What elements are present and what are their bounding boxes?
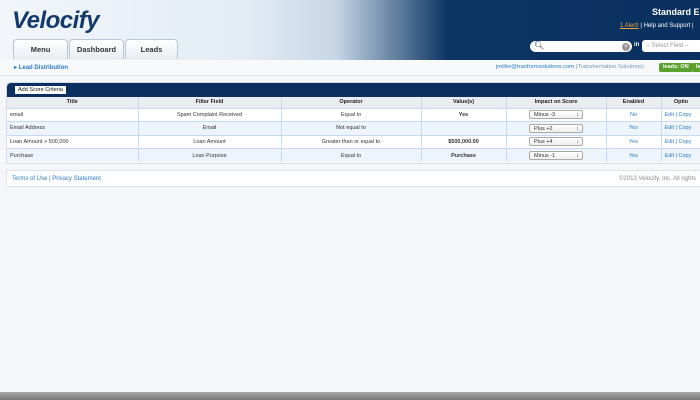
user-info: jmiller@tranformsolutions.com (Transform…	[496, 64, 644, 70]
title-cell: Purchase	[7, 148, 139, 162]
filter-field-cell: Email	[138, 121, 282, 135]
in-label: in	[634, 42, 640, 48]
value-cell: $500,000.00	[421, 134, 507, 149]
enabled-link[interactable]: Yes	[606, 121, 662, 135]
table-row: Purchase Loan Purpose Equal to Purchase …	[7, 148, 700, 162]
header-links: 1 Alert! | Help and Support |	[620, 23, 694, 29]
panel-toolbar: Add Score Criteria	[7, 83, 700, 97]
options-cell: Edit | Copy	[661, 107, 700, 122]
score-criteria-table: Title Filter Field Operator Value(s) Impact …	[7, 97, 700, 162]
updown-icon: ↕	[576, 139, 580, 146]
copy-link[interactable]: Copy	[678, 111, 692, 118]
filter-field-cell: Spam Complaint Received	[138, 107, 282, 122]
breadcrumb-label[interactable]: Lead Distribution	[18, 65, 69, 71]
value-cell	[421, 121, 507, 135]
operator-cell: Greater than or equal to	[281, 134, 422, 149]
search-input[interactable]: 🔍︎ ×	[530, 41, 632, 52]
operator-cell: Equal to	[281, 148, 422, 162]
page-title: Standard E	[652, 7, 700, 17]
tab-leads[interactable]: Leads	[125, 39, 178, 59]
tab-menu[interactable]: Menu	[13, 39, 68, 59]
column-header: Enabled	[606, 97, 662, 108]
org-name: (Transformation Solutions)	[575, 64, 644, 70]
table-row: Email Address Email Not equal to Plus +2…	[7, 121, 700, 135]
velocify-logo[interactable]: Velocify	[12, 7, 100, 34]
enabled-link[interactable]: Yes	[606, 134, 662, 149]
impact-cell: Plus +4 ↕	[506, 134, 607, 149]
copy-link[interactable]: Copy	[678, 125, 692, 132]
privacy-link[interactable]: Privacy Statement	[52, 176, 101, 182]
enabled-link[interactable]: Yes	[606, 148, 662, 162]
copyright: ©2013 Velocify, Inc. All rights	[619, 176, 697, 182]
title-cell: Email Address	[7, 121, 139, 135]
impact-value: Minus -3	[534, 112, 556, 119]
impact-cell: Minus -1 ↕	[506, 148, 607, 162]
header: Velocify Menu Dashboard Leads Standard E…	[0, 0, 700, 60]
updown-icon: ↕	[576, 153, 580, 159]
copy-link[interactable]: Copy	[678, 152, 692, 159]
impact-value: Minus -1	[534, 153, 556, 159]
title-cell: email	[7, 107, 139, 122]
add-score-criteria-button[interactable]: Add Score Criteria	[15, 86, 66, 94]
operator-cell: Not equal to	[281, 121, 422, 135]
updown-icon: ↕	[576, 125, 580, 132]
column-header: Value(s)	[421, 97, 507, 108]
table-row: Loan Amount > 500,000 Loan Amount Greate…	[7, 134, 700, 149]
column-header: Title	[7, 97, 139, 108]
impact-dropdown[interactable]: Minus -1 ↕	[529, 151, 583, 160]
impact-dropdown[interactable]: Plus +2 ↕	[529, 123, 583, 133]
value-cell: Yes	[421, 107, 507, 122]
edit-link[interactable]: Edit	[664, 125, 674, 132]
impact-dropdown[interactable]: Plus +4 ↕	[529, 137, 583, 147]
updown-icon: ↕	[576, 112, 580, 119]
help-link[interactable]: Help and Support	[643, 23, 691, 29]
footer: Terms of Use | Privacy Statement ©2013 V…	[6, 170, 700, 187]
leads-toggle[interactable]: leads: ON	[659, 63, 693, 72]
edit-link[interactable]: Edit	[664, 138, 674, 145]
impact-value: Plus +4	[534, 139, 553, 146]
score-criteria-panel: Add Score Criteria Title Filter Field Oper…	[6, 82, 700, 164]
value-cell: Purchase	[421, 148, 507, 162]
filter-field-cell: Loan Purpose	[138, 148, 282, 162]
title-cell: Loan Amount > 500,000	[7, 134, 139, 149]
tab-dashboard[interactable]: Dashboard	[69, 39, 124, 59]
impact-cell: Minus -3 ↕	[506, 107, 607, 122]
options-cell: Edit | Copy	[661, 134, 700, 149]
breadcrumb[interactable]: ▸ Lead Distribution	[14, 65, 69, 71]
bottom-bar	[0, 392, 700, 400]
enabled-link[interactable]: No	[606, 107, 662, 122]
edit-link[interactable]: Edit	[664, 152, 674, 159]
copy-link[interactable]: Copy	[678, 138, 692, 145]
impact-cell: Plus +2 ↕	[506, 121, 607, 135]
operator-cell: Equal to	[281, 107, 422, 122]
impact-value: Plus +2	[534, 125, 553, 132]
table-row: email Spam Complaint Received Equal to Y…	[7, 107, 700, 122]
options-cell: Edit | Copy	[661, 148, 700, 162]
filter-field-cell: Loan Amount	[138, 134, 282, 149]
column-header: Operator	[281, 97, 422, 108]
alert-link[interactable]: 1 Alert!	[620, 23, 639, 29]
column-header: Optio	[661, 97, 700, 108]
extra-toggle[interactable]: le	[692, 63, 700, 72]
user-email[interactable]: jmiller@tranformsolutions.com	[496, 64, 575, 70]
options-cell: Edit | Copy	[661, 121, 700, 135]
column-header: Filter Field	[138, 97, 282, 108]
clear-icon[interactable]: ×	[622, 42, 630, 51]
edit-link[interactable]: Edit	[664, 111, 674, 118]
terms-link[interactable]: Terms of Use	[12, 176, 48, 182]
search-icon: 🔍︎	[534, 41, 545, 50]
column-header: Impact on Score	[506, 97, 607, 108]
sub-bar: ▸ Lead Distribution jmiller@tranformsolu…	[0, 60, 700, 76]
select-field-dropdown[interactable]: -- Select Field --	[642, 40, 700, 52]
impact-dropdown[interactable]: Minus -3 ↕	[529, 110, 583, 120]
